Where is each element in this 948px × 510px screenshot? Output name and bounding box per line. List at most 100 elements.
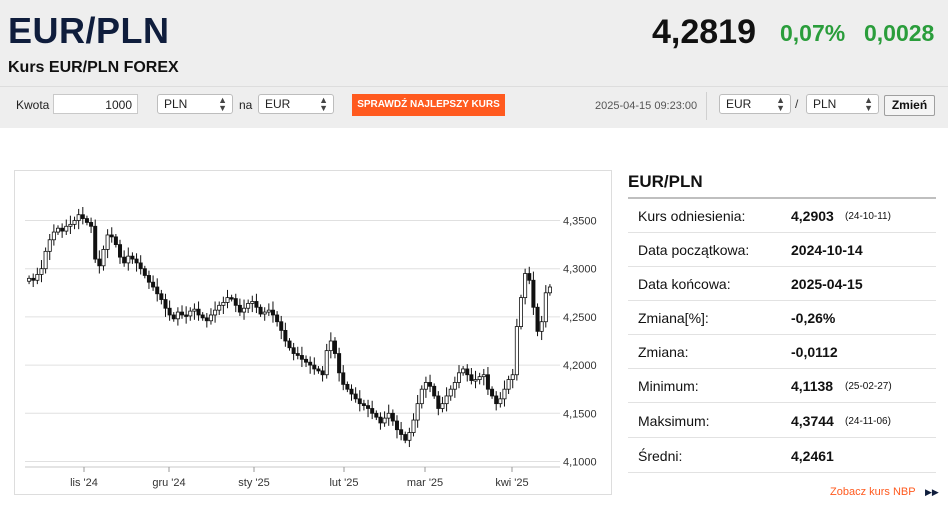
candle-body (270, 309, 275, 316)
candle-body (146, 275, 151, 283)
candle-body (200, 314, 205, 319)
info-row-start-date: Data początkowa: 2024-10-14 (628, 233, 936, 267)
from-currency-value: PLN (164, 97, 188, 111)
candle-body (213, 309, 218, 316)
candle-body (138, 262, 143, 270)
candle-body (130, 255, 135, 260)
candle-body (490, 388, 495, 397)
candle-body (494, 395, 499, 405)
candle-body (374, 412, 379, 418)
to-currency-select[interactable]: EUR ▲ ▼ (258, 94, 334, 114)
from-currency-select[interactable]: PLN ▲ ▼ (157, 94, 233, 114)
candle-body (122, 256, 127, 264)
candle-body (469, 374, 474, 381)
candle-body (250, 301, 255, 304)
candle-body (246, 303, 251, 309)
x-tick-label: mar '25 (407, 477, 443, 489)
candle-body (423, 382, 428, 390)
select-arrows-icon: ▲ ▼ (218, 95, 227, 113)
candle-body (432, 385, 437, 397)
candle-body (266, 309, 271, 313)
candle-body (436, 395, 441, 409)
candle-body (370, 408, 375, 414)
quote-currency-value: PLN (813, 97, 837, 111)
change-pair-button[interactable]: Zmień (884, 95, 935, 116)
candle-body (43, 250, 48, 270)
candle-body (80, 214, 85, 219)
info-row-change: Zmiana: -0,0112 (628, 335, 936, 369)
candle-body (275, 314, 280, 323)
amount-input[interactable]: 1000 (53, 94, 138, 114)
candle-body (386, 412, 391, 419)
candle-body (56, 227, 61, 233)
x-tick-label: lut '25 (329, 477, 358, 489)
candle-body (27, 277, 32, 282)
info-row-maximum: Maksimum: 4,3744 (24-11-06) (628, 404, 936, 438)
y-tick-label: 4,3000 (563, 264, 597, 276)
candle-body (105, 234, 110, 250)
candle-body (233, 298, 238, 306)
candle-body (68, 223, 73, 227)
candle-body (518, 297, 523, 327)
candle-body (349, 388, 354, 395)
info-row-change-pct: Zmiana[%]: -0,26% (628, 301, 936, 335)
candle-body (320, 370, 325, 376)
candle-body (242, 307, 247, 313)
info-label: Średni: (638, 448, 683, 464)
candle-body (151, 281, 156, 288)
pair-separator: / (795, 97, 799, 111)
y-tick-label: 4,1500 (563, 408, 597, 420)
info-label: Zmiana[%]: (638, 310, 709, 326)
candle-body (101, 249, 106, 267)
na-label: na (239, 98, 253, 112)
candle-body (407, 432, 412, 441)
base-currency-value: EUR (726, 97, 752, 111)
best-rate-button[interactable]: SPRAWDŹ NAJLEPSZY KURS (352, 94, 505, 116)
candle-body (84, 218, 89, 223)
candle-body (357, 398, 362, 405)
candle-body (217, 304, 222, 311)
base-currency-select[interactable]: EUR ▲ ▼ (719, 94, 791, 114)
candle-body (523, 273, 528, 299)
change-percent: 0,07% (780, 20, 846, 46)
info-date: (25-02-27) (845, 381, 892, 392)
candle-body (361, 403, 366, 406)
candle-body (64, 225, 69, 232)
candle-body (539, 321, 544, 332)
info-label: Zmiana: (638, 344, 689, 360)
candle-body (394, 420, 399, 431)
x-tick-label: sty '25 (238, 477, 269, 489)
candle-body (167, 307, 172, 316)
candle-body (452, 382, 457, 390)
quote-header: EUR/PLN Kurs EUR/PLN FOREX 4,2819 0,07% … (0, 0, 948, 128)
candle-body (109, 234, 114, 238)
candle-body (527, 273, 532, 281)
quote-currency-select[interactable]: PLN ▲ ▼ (806, 94, 879, 114)
candle-body (188, 310, 193, 317)
candle-body (304, 358, 309, 363)
candle-body (473, 379, 478, 382)
candle-body (126, 255, 131, 264)
info-value: 4,3744 (791, 413, 834, 429)
info-date: (24-11-06) (845, 416, 891, 427)
nbp-rate-link[interactable]: Zobacz kurs NBP (830, 486, 916, 498)
candle-body (184, 314, 189, 317)
candle-body (378, 416, 383, 424)
x-tick-label: lis '24 (70, 477, 98, 489)
price-chart[interactable]: 4,1000 4,1500 4,2000 4,2500 4,3000 4,3500 lis … (14, 170, 612, 495)
candle-body (308, 361, 313, 366)
candle-body (72, 220, 77, 225)
double-chevron-right-icon[interactable]: ▶▶ (925, 487, 939, 497)
candle-body (93, 225, 98, 260)
info-value: 2024-10-14 (791, 242, 863, 258)
candle-body (97, 258, 102, 267)
candle-body (415, 403, 420, 421)
candle-body (345, 383, 350, 390)
candle-body (89, 222, 94, 227)
info-divider (628, 197, 936, 199)
candle-body (155, 286, 160, 295)
candle-body (444, 395, 449, 405)
candle-body (399, 429, 404, 435)
candle-body (440, 403, 445, 409)
candle-body (39, 268, 44, 275)
